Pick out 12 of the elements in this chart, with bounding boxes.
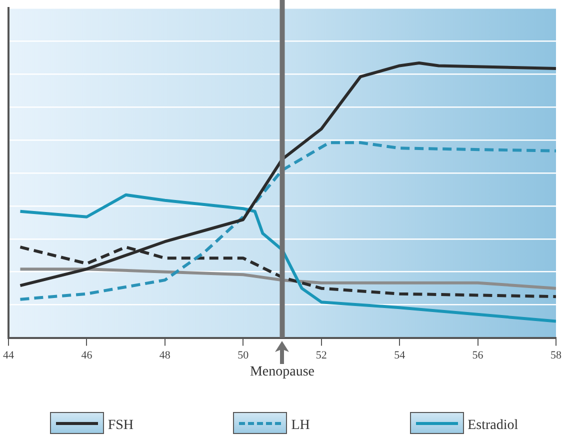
x-tick-label: 50 [238, 349, 250, 362]
x-tick-label: 46 [81, 349, 93, 362]
legend-label: FSH [108, 418, 134, 434]
ref-line-label: Menopause [250, 364, 315, 380]
x-tick-label: 54 [394, 349, 406, 362]
legend-label: LH [291, 418, 310, 434]
x-tick-label: 56 [472, 349, 484, 362]
x-tick-label: 52 [316, 349, 327, 362]
x-tick-label: 44 [3, 349, 14, 362]
legend-label: Estradiol [468, 418, 518, 434]
x-tick-label: 48 [159, 349, 171, 362]
x-tick-label: 58 [550, 349, 562, 362]
